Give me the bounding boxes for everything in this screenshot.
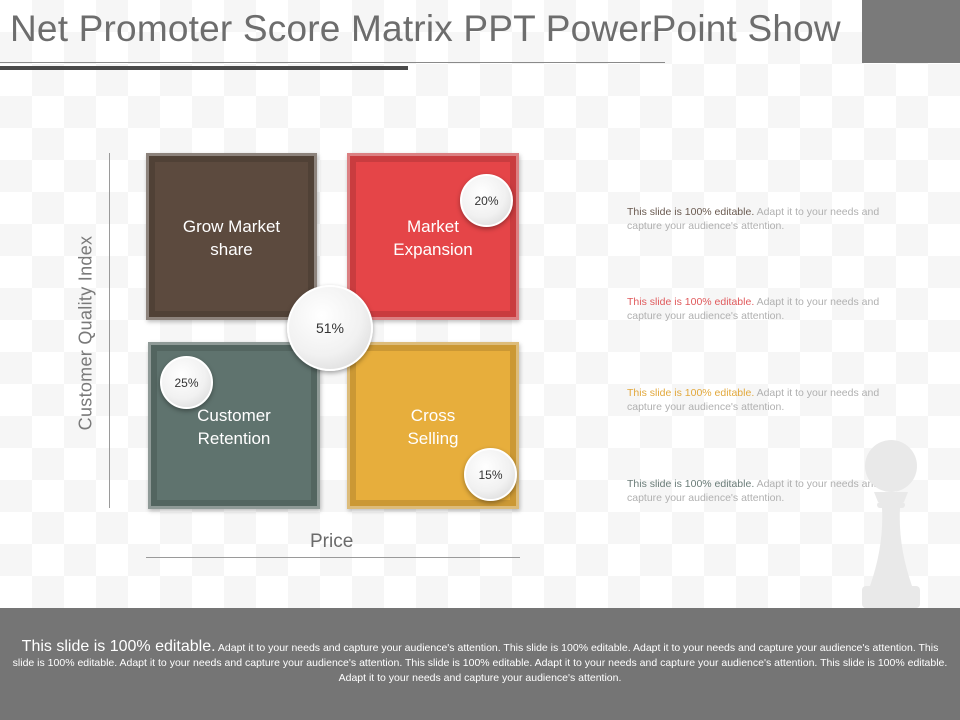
note-body: Adapt it to your needs and capture your … [627, 387, 880, 413]
cross-selling-value-bubble: 15% [464, 448, 517, 501]
title-rule-thin [0, 62, 665, 63]
note-lead: This slide is 100% editable. [627, 206, 755, 218]
slide-title: Net Promoter Score Matrix PPT PowerPoint… [10, 8, 841, 49]
quadrant-label-line2: share [210, 240, 253, 259]
chess-pawn-icon [862, 440, 920, 608]
corner-block [862, 0, 960, 63]
quadrant-label-line2: Expansion [393, 240, 473, 259]
quadrant-label-line1: Cross [410, 406, 456, 425]
market-expansion-value-bubble: 20% [460, 174, 513, 227]
note-4: This slide is 100% editable. Adapt it to… [627, 478, 882, 505]
customer-retention-value-bubble: 25% [160, 356, 213, 409]
x-axis-line [146, 557, 520, 558]
note-body: Adapt it to your needs and capture your … [627, 478, 880, 504]
footer-lead: This slide is 100% editable. [21, 638, 216, 655]
quadrant-grow-market-share: Grow Market share [146, 153, 317, 320]
footer-banner: This slide is 100% editable. Adapt it to… [0, 608, 960, 720]
title-rule-thick [0, 66, 408, 70]
note-3: This slide is 100% editable. Adapt it to… [627, 387, 882, 414]
y-axis-label: Customer Quality Index [75, 235, 96, 431]
note-lead: This slide is 100% editable. [627, 478, 755, 490]
note-body: Adapt it to your needs and capture your … [627, 296, 880, 322]
y-axis-line [109, 153, 110, 508]
quadrant-label-line1: Customer [197, 406, 271, 425]
quadrant-label-line1: Grow Market [182, 217, 281, 236]
note-1: This slide is 100% editable. Adapt it to… [627, 206, 882, 233]
center-value-bubble: 51% [287, 285, 373, 371]
quadrant-label-line2: Retention [197, 429, 271, 448]
footer-body: Adapt it to your needs and capture your … [12, 642, 948, 684]
note-2: This slide is 100% editable. Adapt it to… [627, 296, 882, 323]
x-axis-label: Price [310, 531, 354, 552]
note-body: Adapt it to your needs and capture your … [627, 206, 880, 232]
note-lead: This slide is 100% editable. [627, 387, 755, 399]
quadrant-label-line2: Selling [407, 429, 459, 448]
note-lead: This slide is 100% editable. [627, 296, 755, 308]
quadrant-label-line1: Market [407, 217, 459, 236]
